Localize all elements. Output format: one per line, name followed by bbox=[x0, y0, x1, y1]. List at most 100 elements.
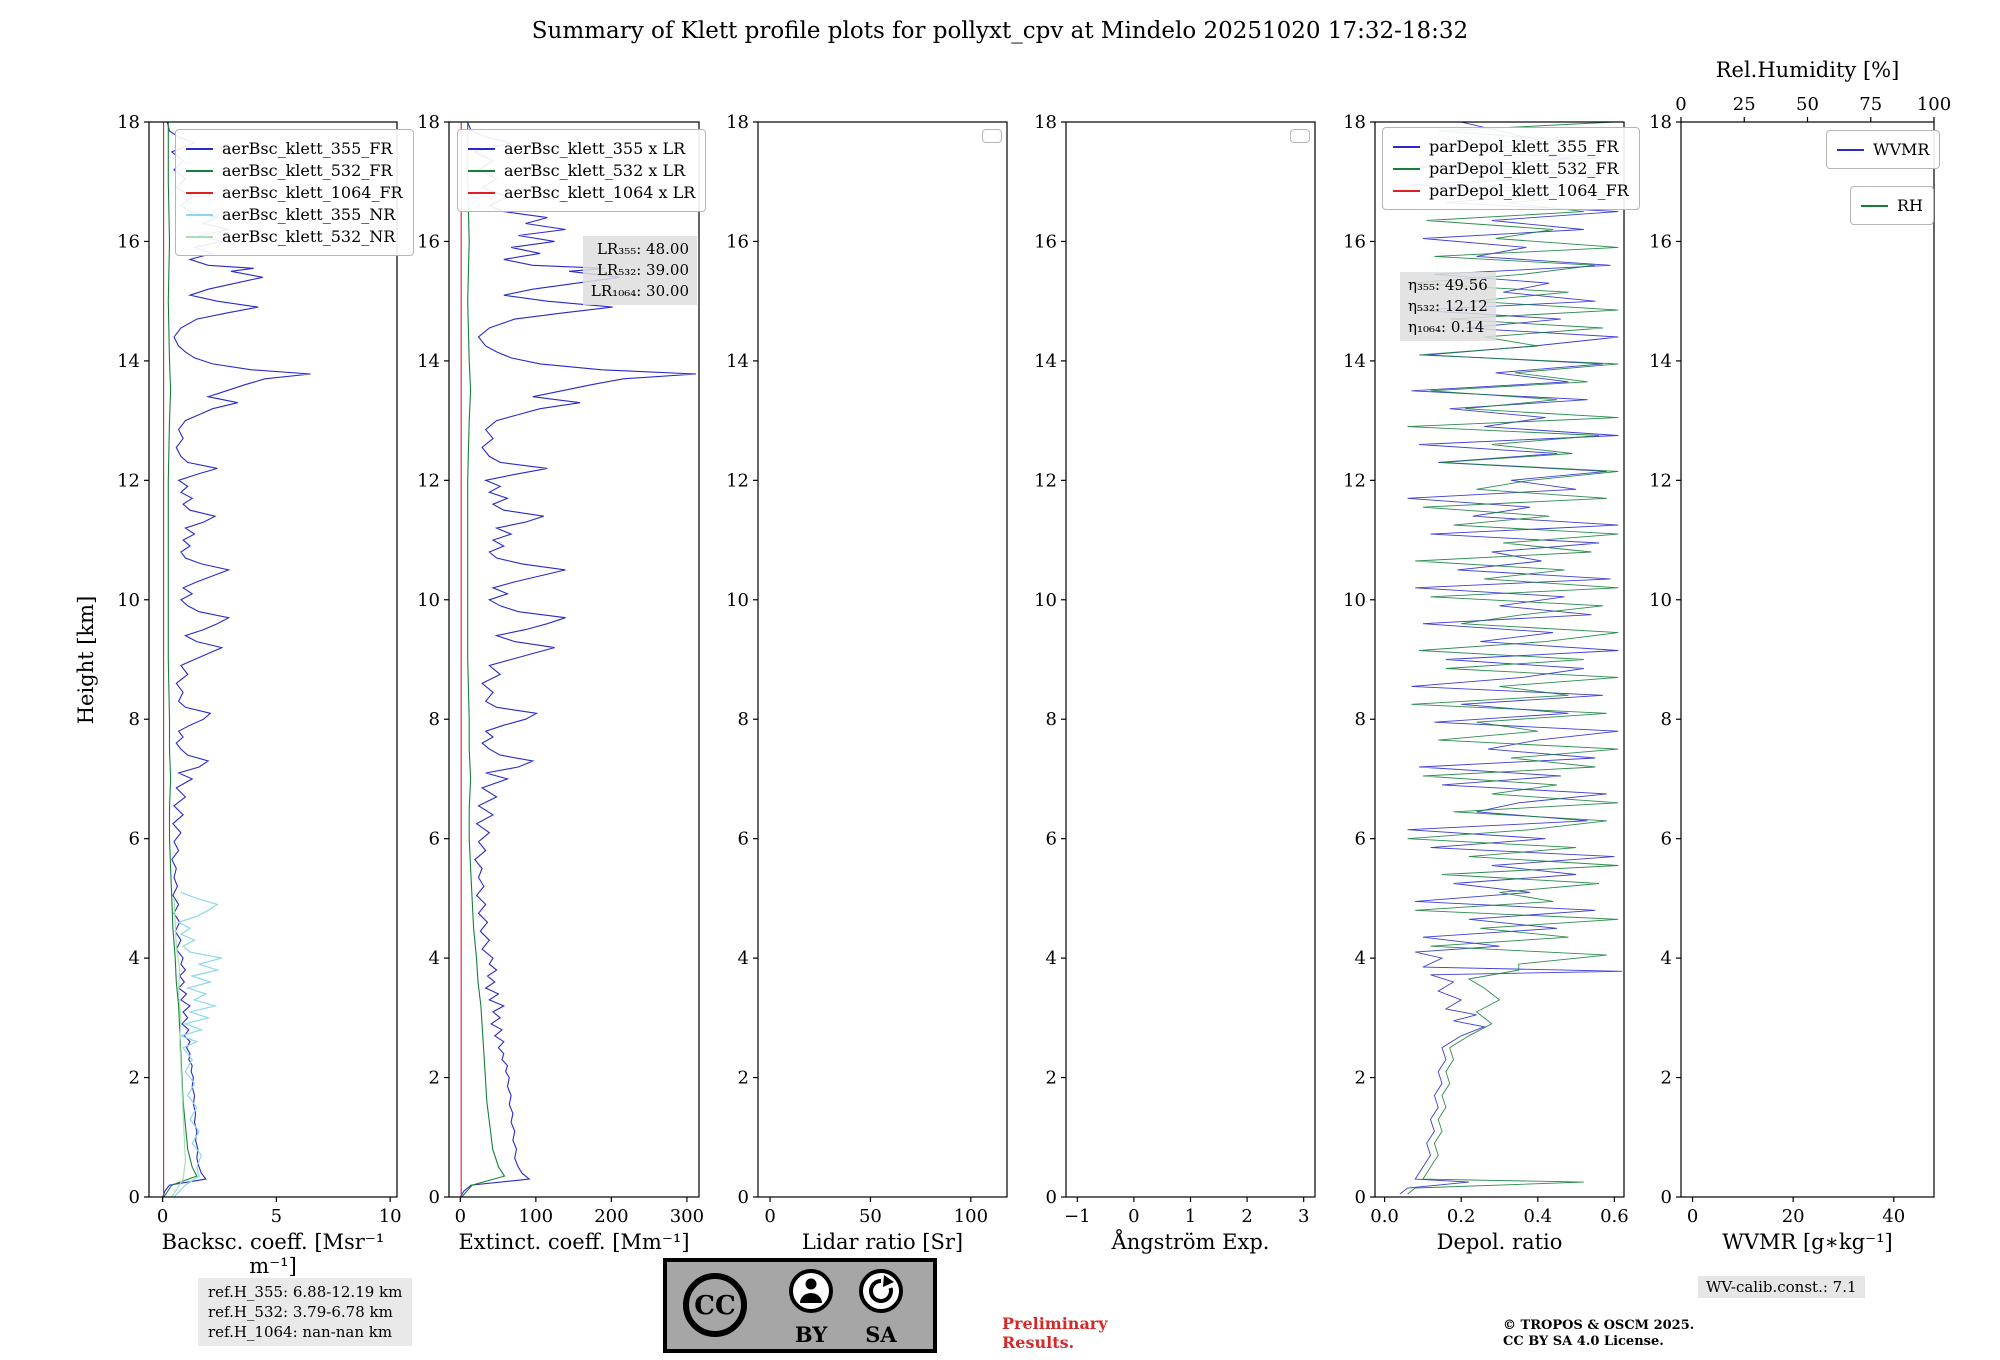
x-tick-label: 0 bbox=[455, 1206, 466, 1227]
y-tick-label: 16 bbox=[1649, 231, 1672, 252]
y-tick-label: 12 bbox=[1034, 470, 1057, 491]
axes-frame-wvmr bbox=[1680, 121, 1935, 1198]
y-tick-label: 10 bbox=[1343, 590, 1366, 611]
panel-depol: 0.0 0.2 0.4 0.6 0 2 4 6 8 10 12 14 16 18 bbox=[1343, 112, 1629, 1227]
y-tick-label: 18 bbox=[1034, 112, 1057, 133]
copyright-line-2: CC BY SA 4.0 License. bbox=[1503, 1334, 1664, 1349]
y-tick-label: 18 bbox=[726, 112, 749, 133]
x-axis-label-angstrom: Ångström Exp. bbox=[1111, 1230, 1270, 1254]
y-tick-label: 10 bbox=[1649, 590, 1672, 611]
y-tick-label: 6 bbox=[1355, 829, 1366, 850]
x-tick-label: 10 bbox=[379, 1206, 402, 1227]
y-tick-label: 0 bbox=[1355, 1187, 1366, 1208]
y-tick-label: 6 bbox=[1661, 829, 1672, 850]
y-tick-label: 8 bbox=[1046, 709, 1057, 730]
x-tick-label: 100 bbox=[519, 1206, 553, 1227]
y-tick-label: 14 bbox=[417, 351, 440, 372]
sa-arrow bbox=[868, 1278, 893, 1303]
top-tick-label: 0 bbox=[1675, 94, 1686, 115]
y-tick-label: 8 bbox=[1355, 709, 1366, 730]
y-tick-label: 2 bbox=[1661, 1068, 1672, 1089]
copyright-line-1: © TROPOS & OSCM 2025. bbox=[1503, 1318, 1695, 1333]
x-tick-label: 50 bbox=[859, 1206, 882, 1227]
reference-height-box: ref.H_355: 6.88-12.19 km ref.H_532: 3.79… bbox=[198, 1278, 413, 1346]
y-tick-label: 6 bbox=[129, 829, 140, 850]
y-tick-label: 14 bbox=[1034, 351, 1057, 372]
y-tick-label: 10 bbox=[417, 590, 440, 611]
rel-humidity-axis-label: Rel.Humidity [%] bbox=[1715, 58, 1900, 82]
y-tick-label: 8 bbox=[1661, 709, 1672, 730]
series-parDepol_klett_355_FR bbox=[1399, 122, 1623, 1195]
series-aerBsc_klett_532 x LR bbox=[461, 122, 506, 1197]
preliminary-line-2: Results. bbox=[1002, 1333, 1075, 1352]
share-alike-arrow-icon bbox=[859, 1269, 903, 1313]
top-tick-label: 25 bbox=[1733, 94, 1756, 115]
panel-lidar-ratio: 0 50 100 0 2 4 6 8 10 12 14 16 18 bbox=[726, 112, 1008, 1227]
series-aerBsc_klett_532_FR bbox=[163, 122, 198, 1197]
panel-extinction: 0 100 200 300 0 2 4 6 8 10 12 14 16 18 bbox=[417, 112, 704, 1227]
sa-arrowhead bbox=[883, 1275, 894, 1287]
y-tick-label: 0 bbox=[738, 1187, 749, 1208]
ref-h-532: ref.H_532: 3.79-6.78 km bbox=[208, 1303, 393, 1321]
y-tick-label: 2 bbox=[738, 1068, 749, 1089]
y-tick-label: 12 bbox=[417, 470, 440, 491]
y-tick-label: 16 bbox=[1034, 231, 1057, 252]
series-aerBsc_klett_355_FR bbox=[162, 122, 311, 1197]
x-tick-label: 1 bbox=[1185, 1206, 1196, 1227]
y-tick-label: 12 bbox=[1343, 470, 1366, 491]
x-tick-label: 0 bbox=[1687, 1206, 1698, 1227]
attribution-person-icon bbox=[789, 1269, 833, 1313]
series-parDepol_klett_532_FR bbox=[1407, 122, 1619, 1195]
x-tick-label: 0 bbox=[157, 1206, 168, 1227]
y-axis-label: Height [km] bbox=[74, 595, 98, 725]
x-axis-label-extinction: Extinct. coeff. [Mm⁻¹] bbox=[458, 1230, 690, 1254]
x-tick-label: 100 bbox=[954, 1206, 988, 1227]
y-tick-label: 2 bbox=[1355, 1068, 1366, 1089]
x-tick-label: 5 bbox=[271, 1206, 282, 1227]
y-tick-label: 10 bbox=[117, 590, 140, 611]
y-tick-label: 6 bbox=[1046, 829, 1057, 850]
axes-frame-lidar-ratio bbox=[757, 121, 1008, 1198]
x-tick-label: 0 bbox=[764, 1206, 775, 1227]
y-tick-label: 14 bbox=[1649, 351, 1672, 372]
y-tick-label: 14 bbox=[117, 351, 140, 372]
y-tick-label: 6 bbox=[738, 829, 749, 850]
axes-frame-extinction bbox=[448, 121, 700, 1198]
x-tick-label: 0 bbox=[1128, 1206, 1139, 1227]
y-tick-label: 0 bbox=[129, 1187, 140, 1208]
y-tick-label: 4 bbox=[1661, 948, 1672, 969]
y-tick-label: 4 bbox=[1355, 948, 1366, 969]
x-tick-label: 0.0 bbox=[1370, 1206, 1399, 1227]
x-tick-label: 200 bbox=[594, 1206, 628, 1227]
person-head bbox=[805, 1278, 817, 1290]
top-tick-label: 50 bbox=[1796, 94, 1819, 115]
y-tick-label: 10 bbox=[726, 590, 749, 611]
series-aerBsc_klett_355 x LR bbox=[459, 122, 697, 1197]
wv-calib-box: WV-calib.const.: 7.1 bbox=[1698, 1276, 1865, 1298]
cc-by-label: BY bbox=[795, 1322, 828, 1347]
y-tick-label: 2 bbox=[129, 1068, 140, 1089]
cc-logo-icon bbox=[683, 1273, 747, 1337]
ref-h-1064: ref.H_1064: nan-nan km bbox=[208, 1323, 393, 1341]
figure-title: Summary of Klett profile plots for polly… bbox=[531, 18, 1469, 44]
cc-license-badge: CC BY SA bbox=[663, 1258, 937, 1353]
y-tick-label: 8 bbox=[429, 709, 440, 730]
y-tick-label: 10 bbox=[1034, 590, 1057, 611]
y-tick-label: 16 bbox=[417, 231, 440, 252]
y-tick-label: 4 bbox=[1046, 948, 1057, 969]
y-tick-label: 4 bbox=[429, 948, 440, 969]
preliminary-results-note: Preliminary Results. bbox=[1002, 1314, 1108, 1352]
x-axis-label-wvmr: WVMR [g∗kg⁻¹] bbox=[1722, 1230, 1893, 1254]
y-tick-label: 8 bbox=[129, 709, 140, 730]
y-tick-label: 0 bbox=[1661, 1187, 1672, 1208]
ref-h-355: ref.H_355: 6.88-12.19 km bbox=[208, 1283, 403, 1301]
y-tick-label: 14 bbox=[726, 351, 749, 372]
top-tick-label: 75 bbox=[1859, 94, 1882, 115]
y-tick-label: 18 bbox=[1649, 112, 1672, 133]
x-tick-label: 3 bbox=[1298, 1206, 1309, 1227]
person-body bbox=[800, 1293, 822, 1303]
x-axis-label-depol: Depol. ratio bbox=[1436, 1230, 1563, 1254]
y-tick-label: 2 bbox=[429, 1068, 440, 1089]
